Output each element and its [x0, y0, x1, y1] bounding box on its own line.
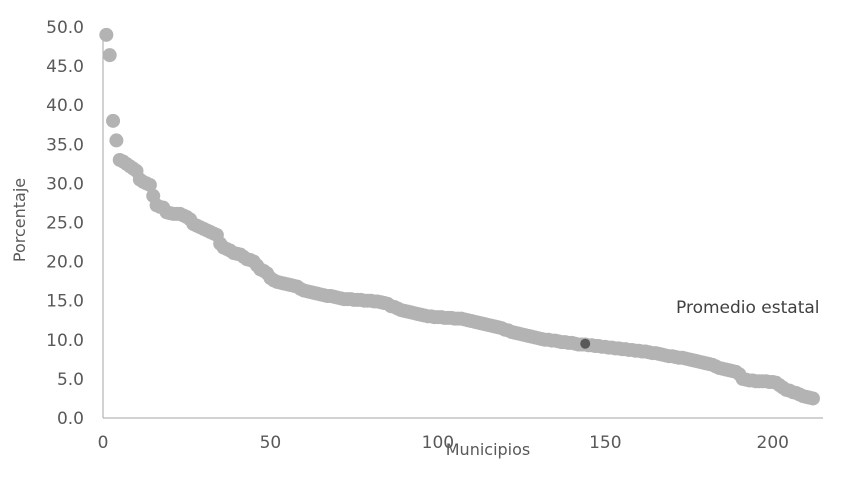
- data-point: [142, 177, 157, 192]
- y-tick-label: 35.0: [46, 135, 84, 155]
- y-axis: 0.0 5.0 10.0 15.0 20.0 25.0 30.0 35.0 40.0 45.0 50…: [46, 18, 104, 429]
- x-tick-labels: 0 50 100 150 200: [98, 433, 789, 453]
- y-tick-label: 45.0: [46, 57, 84, 77]
- x-tick-label: 100: [422, 433, 454, 453]
- y-tick-label: 0.0: [57, 409, 84, 429]
- annotation-promedio-estatal: Promedio estatal: [676, 298, 820, 318]
- data-point: [109, 133, 124, 148]
- y-tick-labels: 0.0 5.0 10.0 15.0 20.0 25.0 30.0 35.0 40.0 45.0 50…: [46, 18, 84, 429]
- data-point: [805, 391, 820, 406]
- x-tick-label: 200: [757, 433, 789, 453]
- y-tick-label: 10.0: [46, 331, 84, 351]
- x-axis-title: Municipios: [446, 440, 531, 459]
- y-tick-label: 20.0: [46, 253, 84, 273]
- state-average-point-group: [580, 338, 591, 349]
- data-point: [99, 27, 114, 42]
- y-tick-label: 40.0: [46, 96, 84, 116]
- x-tick-label: 150: [589, 433, 621, 453]
- y-tick-label: 50.0: [46, 18, 84, 38]
- x-tick-label: 50: [260, 433, 282, 453]
- data-point: [102, 48, 117, 63]
- y-tick-label: 5.0: [57, 370, 84, 390]
- data-point: [106, 113, 121, 128]
- x-tick-label: 0: [98, 433, 109, 453]
- y-tick-label: 15.0: [46, 292, 84, 312]
- x-axis: 0 50 100 150 200: [98, 417, 823, 453]
- y-tick-label: 30.0: [46, 174, 84, 194]
- data-points: [99, 27, 820, 406]
- state-average-point: [580, 338, 591, 349]
- y-tick-label: 25.0: [46, 214, 84, 234]
- y-axis-title: Porcentaje: [10, 178, 29, 262]
